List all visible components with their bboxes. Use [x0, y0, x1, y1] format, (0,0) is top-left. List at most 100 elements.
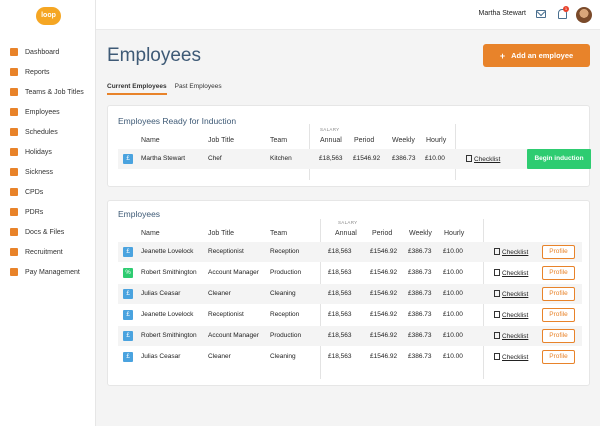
sidebar-item-teams[interactable]: Teams & Job Titles	[0, 82, 96, 102]
team: Production	[270, 332, 302, 339]
col-team: Team	[270, 137, 288, 144]
employee-name: Jeanette Lovelock	[141, 248, 194, 255]
holidays-icon	[10, 148, 18, 156]
annual-salary: £18,563	[328, 269, 352, 276]
checklist-link[interactable]: Checklist	[466, 155, 500, 163]
add-employee-button[interactable]: + Add an employee	[483, 44, 590, 67]
avatar[interactable]	[576, 7, 592, 23]
employee-name: Robert Smithington	[141, 269, 197, 276]
reports-icon	[10, 68, 18, 76]
teams-icon	[10, 88, 18, 96]
sidebar-item-reports[interactable]: Reports	[0, 62, 96, 82]
period-salary: £1546.92	[370, 353, 398, 360]
profile-button[interactable]: Profile	[542, 245, 575, 259]
team: Kitchen	[270, 155, 292, 162]
col-period: Period	[354, 137, 375, 144]
annual-salary: £18,563	[328, 353, 352, 360]
job-title: Cleaner	[208, 290, 231, 297]
tab-bar: Current Employees Past Employees	[107, 83, 230, 95]
checklist-icon	[494, 248, 500, 255]
sidebar-item-dashboard[interactable]: Dashboard	[0, 42, 96, 62]
add-employee-label: Add an employee	[511, 51, 574, 60]
pay-icon	[10, 268, 18, 276]
employee-name: Julias Ceasar	[141, 353, 181, 360]
cpds-icon	[10, 188, 18, 196]
col-weekly: Weekly	[392, 137, 415, 144]
team: Production	[270, 269, 302, 276]
weekly-salary: £386.73	[408, 311, 432, 318]
checklist-label: Checklist	[474, 156, 501, 163]
hourly-rate: £10.00	[443, 248, 463, 255]
job-title: Receptionist	[208, 311, 244, 318]
annual-salary: £18,563	[328, 311, 352, 318]
checklist-label: Checklist	[502, 249, 529, 256]
weekly-salary: £386.73	[408, 269, 432, 276]
sidebar-item-docs[interactable]: Docs & Files	[0, 222, 96, 242]
pay-type-badge: £	[123, 352, 133, 362]
pay-type-badge: £	[123, 154, 133, 164]
employee-name: Martha Stewart	[141, 155, 186, 162]
profile-button[interactable]: Profile	[542, 308, 575, 322]
period-salary: £1546.92	[370, 269, 398, 276]
bell-icon[interactable]	[558, 9, 567, 19]
job-title: Chef	[208, 155, 222, 162]
checklist-label: Checklist	[502, 333, 529, 340]
tab-past-employees[interactable]: Past Employees	[174, 83, 222, 90]
table-row: £ Julias Ceasar Cleaner Cleaning £18,563 £154…	[118, 347, 582, 367]
sidebar-item-employees[interactable]: Employees	[0, 102, 96, 122]
sidebar-item-label: Docs & Files	[25, 228, 65, 236]
col-period: Period	[372, 230, 393, 237]
sidebar-item-pdrs[interactable]: PDRs	[0, 202, 96, 222]
checklist-link[interactable]: Checklist	[494, 290, 528, 298]
logo[interactable]: loop	[36, 7, 61, 25]
mail-icon[interactable]	[536, 10, 546, 18]
checklist-icon	[494, 311, 500, 318]
employees-title: Employees	[118, 209, 161, 219]
employees-icon	[10, 108, 18, 116]
sickness-icon	[10, 168, 18, 176]
sidebar-item-cpds[interactable]: CPDs	[0, 182, 96, 202]
salary-group-label: SALARY	[338, 220, 358, 225]
schedules-icon	[10, 128, 18, 136]
checklist-link[interactable]: Checklist	[494, 248, 528, 256]
sidebar-item-recruitment[interactable]: Recruitment	[0, 242, 96, 262]
checklist-link[interactable]: Checklist	[494, 332, 528, 340]
profile-button[interactable]: Profile	[542, 329, 575, 343]
table-row: % Robert Smithington Account Manager Produc…	[118, 263, 582, 283]
checklist-icon	[494, 290, 500, 297]
checklist-link[interactable]: Checklist	[494, 353, 528, 361]
sidebar-item-label: Pay Management	[25, 268, 80, 276]
pay-type-badge: £	[123, 289, 133, 299]
col-team: Team	[270, 230, 288, 237]
checklist-link[interactable]: Checklist	[494, 311, 528, 319]
checklist-label: Checklist	[502, 291, 529, 298]
weekly-salary: £386.73	[408, 248, 432, 255]
sidebar-item-label: Employees	[25, 108, 60, 116]
user-name[interactable]: Martha Stewart	[478, 10, 526, 17]
table-row: £ Julias Ceasar Cleaner Cleaning £18,563 £154…	[118, 284, 582, 304]
profile-button[interactable]: Profile	[542, 266, 575, 280]
period-salary: £1546.92	[370, 311, 398, 318]
col-hourly: Hourly	[426, 137, 447, 144]
top-bar: Martha Stewart 1	[96, 0, 600, 30]
tab-current-employees[interactable]: Current Employees	[107, 83, 167, 95]
profile-button[interactable]: Profile	[542, 287, 575, 301]
sidebar-item-label: PDRs	[25, 208, 44, 216]
checklist-link[interactable]: Checklist	[494, 269, 528, 277]
checklist-icon	[466, 155, 472, 162]
col-name: Name	[141, 230, 160, 237]
annual-salary: £18,563	[319, 155, 343, 162]
begin-induction-button[interactable]: Begin induction	[527, 149, 591, 169]
job-title: Cleaner	[208, 353, 231, 360]
annual-salary: £18,563	[328, 332, 352, 339]
sidebar: loop Dashboard Reports Teams & Job Title…	[0, 0, 96, 426]
sidebar-item-pay[interactable]: Pay Management	[0, 262, 96, 282]
sidebar-item-holidays[interactable]: Holidays	[0, 142, 96, 162]
recruitment-icon	[10, 248, 18, 256]
pay-type-badge: £	[123, 310, 133, 320]
sidebar-item-label: Holidays	[25, 148, 52, 156]
hourly-rate: £10.00	[443, 311, 463, 318]
sidebar-item-sickness[interactable]: Sickness	[0, 162, 96, 182]
profile-button[interactable]: Profile	[542, 350, 575, 364]
sidebar-item-schedules[interactable]: Schedules	[0, 122, 96, 142]
